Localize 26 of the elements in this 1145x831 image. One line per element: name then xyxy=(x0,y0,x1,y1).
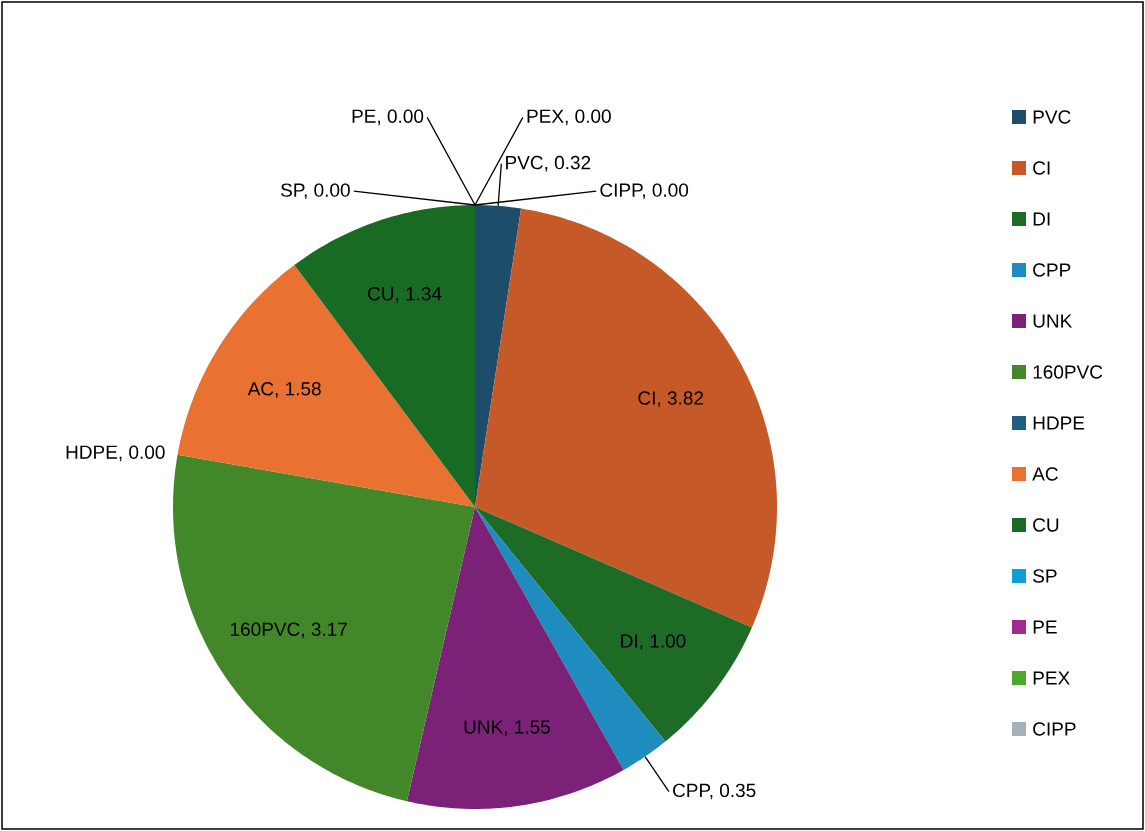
data-label: UNK, 1.55 xyxy=(464,720,550,736)
legend-label: CI xyxy=(1033,161,1050,175)
legend-label: CPP xyxy=(1033,263,1071,277)
legend-label: PVC xyxy=(1033,110,1071,124)
data-label: AC, 1.58 xyxy=(247,382,321,398)
data-label: CI, 3.82 xyxy=(638,391,704,407)
legend-label: UNK xyxy=(1033,314,1073,328)
data-label: DI, 1.00 xyxy=(621,634,686,651)
text: HDPE, 0.00 xyxy=(66,445,165,462)
legend-label: HDPE xyxy=(1033,416,1085,430)
data-label: CPP, 0.35 xyxy=(673,783,756,800)
legend-label: DI xyxy=(1033,212,1050,226)
text: CIPP, 0.00 xyxy=(600,183,689,200)
legend-label: CU xyxy=(1033,518,1059,532)
data-label: PVC, 0.32 xyxy=(506,155,591,172)
legend-label: 160PVC xyxy=(1033,365,1103,379)
data-label: CU, 1.34 xyxy=(368,287,442,303)
text: SP, 0.00 xyxy=(281,183,350,200)
legend-label: PE xyxy=(1033,620,1057,634)
legend-label: CIPP xyxy=(1033,722,1076,736)
text: PE, 0.00 xyxy=(352,109,424,126)
data-label: 160PVC, 3.17 xyxy=(230,622,347,639)
legend-label: SP xyxy=(1033,569,1057,583)
legend-label: AC xyxy=(1032,467,1058,481)
legend-label: PEX xyxy=(1033,671,1070,685)
text: PEX, 0.00 xyxy=(527,109,611,126)
